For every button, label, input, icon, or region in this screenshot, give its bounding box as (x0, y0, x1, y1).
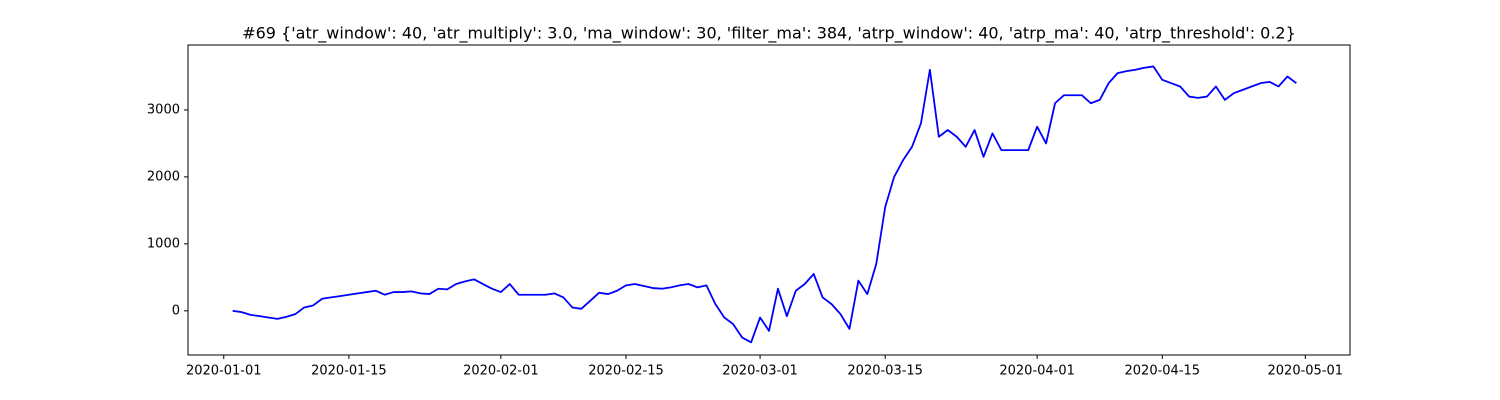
y-tick-label: 0 (172, 303, 180, 318)
y-tick-label: 2000 (147, 169, 180, 184)
line (232, 65, 1297, 344)
x-tick-label: 2020-04-15 (1125, 364, 1201, 379)
chart-title: #69 {'atr_window': 40, 'atr_multiply': 3… (242, 24, 1296, 44)
x-tick-label: 2020-04-01 (999, 364, 1075, 379)
x-tick-label: 2020-01-15 (311, 364, 387, 379)
y-tick-label: 3000 (147, 102, 180, 117)
x-tick-label: 2020-03-01 (722, 364, 798, 379)
x-tick-label: 2020-02-01 (463, 364, 539, 379)
x-tick-label: 2020-03-15 (847, 364, 923, 379)
x-tick-label: 2020-05-01 (1268, 364, 1344, 379)
axes-frame (187, 44, 1351, 356)
x-tick-label: 2020-01-01 (186, 364, 262, 379)
y-tick-label: 1000 (147, 236, 180, 251)
x-tick-label: 2020-02-15 (588, 364, 664, 379)
